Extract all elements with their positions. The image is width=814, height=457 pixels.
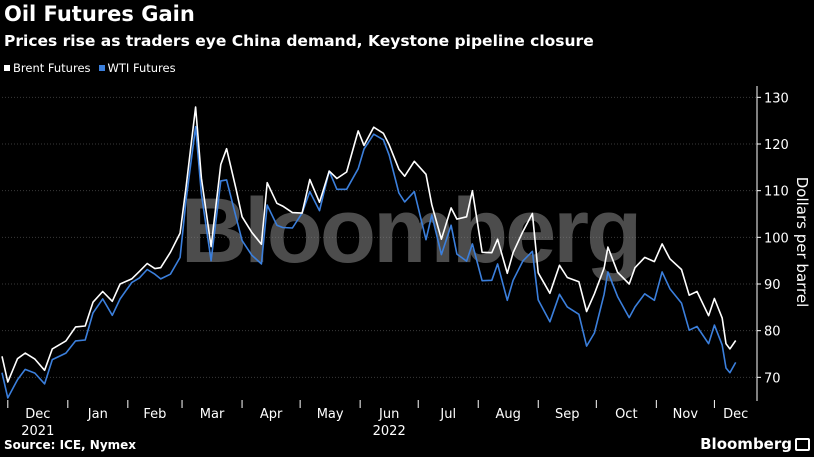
legend-label-brent: Brent Futures: [13, 61, 91, 75]
x-tick-label: Mar: [200, 407, 225, 422]
y-tick-label: 100: [764, 231, 789, 246]
x-tick-label: Jun: [378, 407, 399, 422]
x-tick-label: Dec: [25, 407, 50, 422]
source-note: Source: ICE, Nymex: [4, 438, 137, 452]
brand-logo: Bloomberg: [700, 435, 810, 453]
x-tick-label: Feb: [143, 407, 166, 422]
y-tick-label: 70: [764, 371, 781, 386]
x-year-label: 2022: [373, 424, 406, 439]
x-tick-label: Jul: [439, 407, 456, 422]
x-tick-label: Jan: [87, 407, 108, 422]
y-axis-title: Dollars per barrel: [793, 177, 811, 308]
legend-item-wti: WTI Futures: [98, 61, 176, 75]
legend-swatch-brent: [4, 65, 10, 71]
x-tick-label: Aug: [496, 407, 521, 422]
y-tick-label: 90: [764, 278, 781, 293]
legend-label-wti: WTI Futures: [107, 61, 176, 75]
x-year-label: 2021: [21, 424, 54, 439]
legend: Brent Futures WTI Futures: [4, 61, 176, 75]
y-tick-label: 120: [764, 138, 789, 153]
x-tick-label: Nov: [673, 407, 699, 422]
x-tick-label: Sep: [555, 407, 580, 422]
chart-title: Oil Futures Gain: [4, 2, 195, 26]
x-tick-label: Oct: [615, 407, 637, 422]
brand-name: Bloomberg: [700, 435, 792, 453]
series-line-brent: [1, 106, 737, 383]
y-tick-label: 110: [764, 185, 789, 200]
chat-bubble-icon: [795, 437, 810, 451]
watermark: Bloomberg: [181, 180, 640, 282]
chart-subtitle: Prices rise as traders eye China demand,…: [4, 32, 594, 50]
x-tick-label: Apr: [260, 407, 283, 422]
legend-swatch-wti: [98, 65, 105, 71]
series-line-wti: [1, 125, 737, 399]
x-tick-label: May: [317, 407, 344, 422]
y-tick-label: 130: [764, 91, 789, 106]
x-tick-label: Dec: [723, 407, 748, 422]
legend-item-brent: Brent Futures: [4, 61, 91, 75]
y-tick-label: 80: [764, 325, 781, 340]
